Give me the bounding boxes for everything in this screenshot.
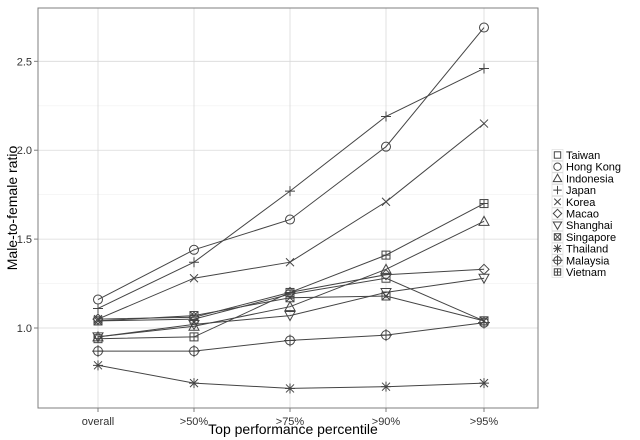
data-point-malaysia	[284, 334, 296, 347]
y-tick-label: 1.5	[17, 234, 32, 246]
legend-label-singapore: Singapore	[566, 232, 616, 244]
series-japan	[93, 63, 489, 314]
data-point-singapore	[189, 311, 199, 321]
x-tick-label: >95%	[470, 416, 499, 428]
legend-key-shanghai	[551, 219, 564, 231]
legend-label-indonesia: Indonesia	[566, 173, 615, 185]
data-point-japan	[93, 303, 103, 314]
series-line-indonesia	[97, 220, 485, 338]
data-point-shanghai	[284, 311, 296, 322]
legend-key-vietnam	[551, 266, 564, 278]
series-malaysia	[92, 316, 490, 358]
data-point-indonesia	[380, 263, 392, 274]
y-axis-ticks: 1.0 1.5 2.0 2.5	[17, 56, 38, 335]
legend-label-vietnam: Vietnam	[566, 267, 606, 279]
data-point-vietnam	[381, 250, 391, 260]
data-point-thailand	[189, 378, 199, 389]
data-point-singapore	[93, 316, 103, 326]
series-line-shanghai	[97, 277, 485, 338]
data-point-korea	[381, 197, 391, 207]
panel-border	[37, 7, 539, 409]
legend-key-singapore	[551, 231, 564, 243]
legend-label-shanghai: Shanghai	[566, 220, 613, 232]
data-point-japan	[479, 63, 489, 74]
series-korea	[93, 119, 489, 324]
series-line-hong-kong	[97, 27, 485, 301]
data-point-vietnam	[479, 199, 489, 209]
data-point-hong-kong	[189, 244, 199, 255]
x-tick-label: >90%	[372, 416, 401, 428]
legend-label-taiwan: Taiwan	[566, 150, 600, 162]
legend-item-japan: Japan	[551, 184, 596, 197]
legend-key-thailand	[551, 242, 564, 255]
legend-item-indonesia: Indonesia	[551, 172, 615, 185]
data-point-hong-kong	[479, 22, 489, 33]
x-tick-label: >75%	[276, 416, 305, 428]
legend-key-korea	[551, 196, 564, 208]
data-point-korea	[189, 273, 199, 283]
data-point-singapore	[381, 291, 391, 301]
data-point-thailand	[381, 381, 391, 392]
legend-label-japan: Japan	[566, 185, 596, 197]
data-point-malaysia	[188, 345, 200, 358]
data-point-korea	[285, 257, 295, 267]
legend-item-macao: Macao	[551, 207, 599, 221]
data-point-hong-kong	[285, 214, 295, 225]
legend-item-shanghai: Shanghai	[551, 219, 613, 232]
x-tick-label: overall	[82, 416, 114, 428]
series-thailand	[93, 360, 489, 394]
legend-label-thailand: Thailand	[566, 244, 608, 256]
y-tick-label: 2.0	[17, 145, 32, 157]
data-point-indonesia	[478, 215, 490, 226]
data-point-thailand	[479, 378, 489, 389]
legend-key-malaysia	[551, 254, 564, 267]
data-point-shanghai	[478, 273, 490, 285]
panel-background	[38, 8, 538, 408]
data-point-japan	[189, 257, 199, 268]
y-tick-label: 1.0	[17, 323, 32, 335]
legend-item-korea: Korea	[551, 196, 596, 209]
legend-key-macao	[551, 207, 564, 220]
data-point-japan	[381, 111, 391, 122]
data-point-vietnam	[93, 334, 103, 344]
data-point-malaysia	[92, 345, 104, 358]
legend-item-taiwan: Taiwan	[551, 149, 600, 162]
data-point-indonesia	[284, 300, 296, 312]
legend-label-hong-kong: Hong Kong	[566, 162, 621, 174]
x-axis-ticks: overall >50% >75% >90% >95%	[82, 408, 499, 428]
legend-key-taiwan	[551, 149, 564, 161]
data-point-vietnam	[189, 332, 199, 342]
legend-item-malaysia: Malaysia	[551, 254, 610, 267]
x-axis-title: Top performance percentile	[208, 421, 378, 437]
legend-item-hong-kong: Hong Kong	[551, 160, 621, 174]
legend-key-hong-kong	[551, 160, 564, 173]
legend-key-indonesia	[551, 172, 564, 185]
legend-key-japan	[551, 184, 564, 196]
legend-item-thailand: Thailand	[551, 242, 608, 256]
data-point-malaysia	[380, 329, 392, 342]
y-tick-label: 2.5	[17, 56, 32, 68]
data-point-japan	[285, 186, 295, 197]
legend-item-vietnam: Vietnam	[551, 266, 606, 279]
legend-label-macao: Macao	[566, 209, 599, 221]
series-layer	[92, 22, 490, 394]
data-point-vietnam	[285, 287, 295, 297]
legend-label-malaysia: Malaysia	[566, 255, 610, 267]
legend-item-singapore: Singapore	[551, 231, 616, 244]
data-point-thailand	[93, 360, 103, 371]
data-point-thailand	[285, 383, 295, 394]
y-axis-title: Male-to-female ratio	[4, 146, 20, 271]
data-point-macao	[380, 268, 392, 281]
x-tick-label: >50%	[180, 416, 209, 428]
data-point-shanghai	[188, 319, 200, 331]
data-point-shanghai	[92, 332, 104, 343]
series-vietnam	[93, 199, 489, 344]
data-point-malaysia	[478, 316, 490, 329]
data-point-hong-kong	[381, 141, 391, 152]
legend-label-korea: Korea	[566, 197, 596, 209]
data-point-korea	[479, 119, 489, 128]
